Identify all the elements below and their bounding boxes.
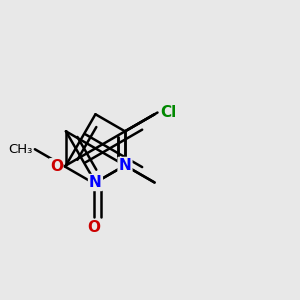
Text: N: N bbox=[89, 175, 102, 190]
Text: O: O bbox=[88, 220, 100, 235]
Text: CH₃: CH₃ bbox=[9, 143, 33, 156]
Text: O: O bbox=[50, 159, 63, 174]
Text: N: N bbox=[118, 158, 131, 173]
Text: Cl: Cl bbox=[160, 105, 176, 120]
